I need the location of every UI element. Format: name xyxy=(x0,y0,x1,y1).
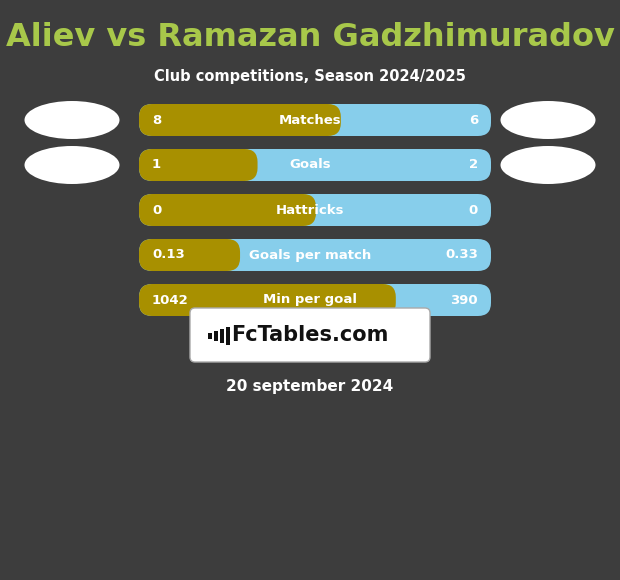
Text: 0: 0 xyxy=(152,204,161,216)
Text: 6: 6 xyxy=(469,114,478,126)
FancyBboxPatch shape xyxy=(139,194,491,226)
FancyBboxPatch shape xyxy=(220,329,224,343)
Text: 0: 0 xyxy=(469,204,478,216)
Text: Club competitions, Season 2024/2025: Club competitions, Season 2024/2025 xyxy=(154,70,466,85)
Text: 2: 2 xyxy=(469,158,478,172)
FancyBboxPatch shape xyxy=(139,284,491,316)
Text: 1042: 1042 xyxy=(152,293,188,306)
Text: Matches: Matches xyxy=(278,114,342,126)
FancyBboxPatch shape xyxy=(139,239,240,271)
Text: 1: 1 xyxy=(152,158,161,172)
Text: 0.33: 0.33 xyxy=(445,248,478,262)
FancyBboxPatch shape xyxy=(214,331,218,341)
Ellipse shape xyxy=(25,146,120,184)
FancyBboxPatch shape xyxy=(139,104,491,136)
FancyBboxPatch shape xyxy=(139,194,316,226)
Text: Min per goal: Min per goal xyxy=(263,293,357,306)
Text: 0.13: 0.13 xyxy=(152,248,185,262)
Text: 390: 390 xyxy=(450,293,478,306)
FancyBboxPatch shape xyxy=(190,308,430,362)
FancyBboxPatch shape xyxy=(139,149,491,181)
Ellipse shape xyxy=(500,101,595,139)
FancyBboxPatch shape xyxy=(139,284,396,316)
Ellipse shape xyxy=(25,101,120,139)
FancyBboxPatch shape xyxy=(139,239,491,271)
Text: Goals per match: Goals per match xyxy=(249,248,371,262)
Text: Hattricks: Hattricks xyxy=(276,204,344,216)
Text: FcTables.com: FcTables.com xyxy=(231,325,389,345)
Text: Aliev vs Ramazan Gadzhimuradov: Aliev vs Ramazan Gadzhimuradov xyxy=(6,21,614,53)
FancyBboxPatch shape xyxy=(139,149,257,181)
Text: 8: 8 xyxy=(152,114,161,126)
FancyBboxPatch shape xyxy=(208,333,212,339)
Ellipse shape xyxy=(500,146,595,184)
Text: Goals: Goals xyxy=(289,158,331,172)
FancyBboxPatch shape xyxy=(226,327,230,345)
Text: 20 september 2024: 20 september 2024 xyxy=(226,379,394,394)
FancyBboxPatch shape xyxy=(139,104,341,136)
